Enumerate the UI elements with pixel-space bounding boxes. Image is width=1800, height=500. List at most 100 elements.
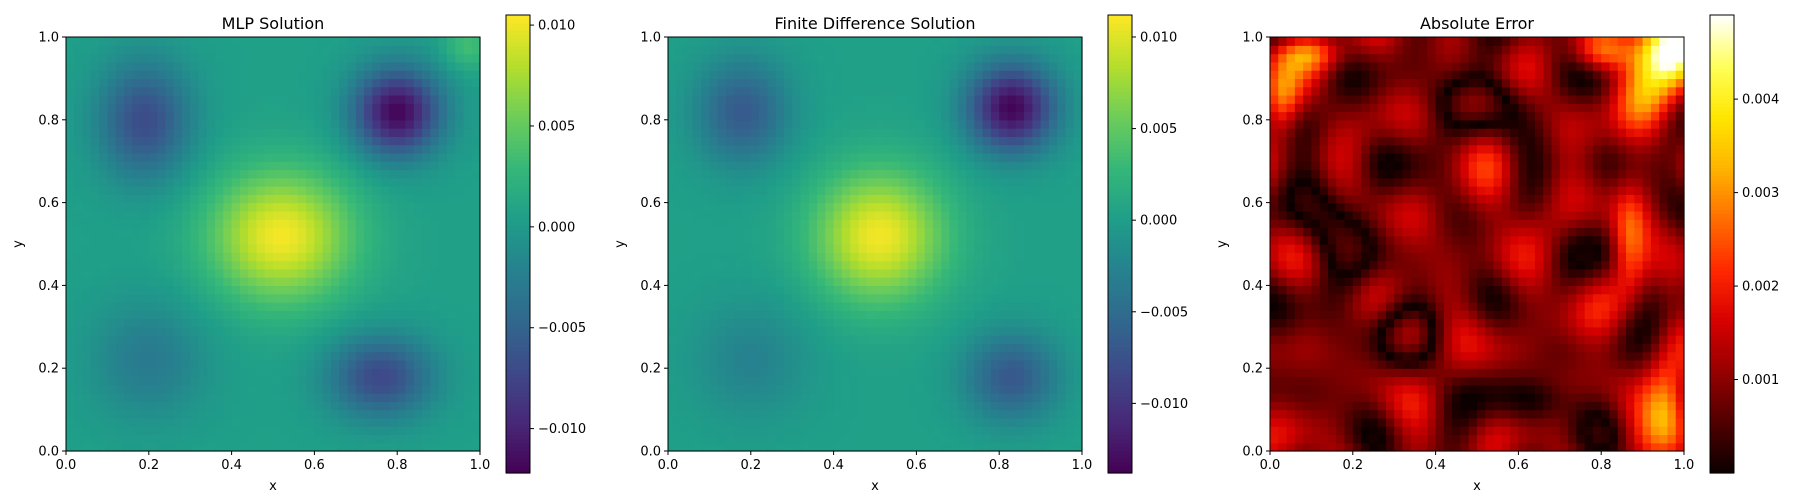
heatmap-cell xyxy=(157,103,166,113)
heatmap-cell xyxy=(397,186,407,195)
heatmap-cell xyxy=(1040,310,1050,320)
heatmap-cell xyxy=(800,293,810,303)
heatmap-cell xyxy=(223,152,233,162)
heatmap-cell xyxy=(841,144,851,154)
heatmap-cell xyxy=(90,426,100,436)
heatmap-cell xyxy=(701,376,710,386)
heatmap-cell xyxy=(1057,277,1067,286)
heatmap-cell xyxy=(231,268,241,278)
heatmap-cell xyxy=(717,86,727,96)
heatmap-cell xyxy=(330,376,340,386)
heatmap-cell xyxy=(347,78,357,88)
heatmap-cell xyxy=(1057,169,1067,179)
heatmap-cell xyxy=(783,210,793,220)
heatmap-cell xyxy=(709,343,719,353)
heatmap-cell xyxy=(932,177,942,187)
heatmap-cell xyxy=(297,401,307,411)
heatmap-cell xyxy=(413,37,423,46)
heatmap-cell xyxy=(1024,128,1033,137)
heatmap-cell xyxy=(676,194,686,204)
heatmap-cell xyxy=(1073,119,1083,129)
heatmap-cell xyxy=(668,285,677,295)
heatmap-cell xyxy=(850,335,860,344)
heatmap-cell xyxy=(355,268,365,278)
heatmap-cell xyxy=(289,268,299,278)
heatmap-cell xyxy=(297,326,307,336)
heatmap-cell xyxy=(808,368,818,378)
heatmap-cell xyxy=(792,260,802,270)
heatmap-cell xyxy=(990,359,1000,369)
heatmap-cell xyxy=(684,277,694,286)
heatmap-cell xyxy=(132,401,142,411)
heatmap-cell xyxy=(123,202,133,212)
heatmap-cell xyxy=(314,144,324,154)
heatmap-cell xyxy=(891,368,901,378)
heatmap-cell xyxy=(957,194,967,204)
heatmap-cell xyxy=(74,177,84,187)
heatmap-cell xyxy=(957,343,967,353)
heatmap-cell xyxy=(115,94,125,104)
heatmap-cell xyxy=(858,161,868,171)
heatmap-cell xyxy=(289,37,299,46)
colorbar-segment xyxy=(506,217,530,222)
heatmap-cell xyxy=(322,301,332,311)
heatmap-cell xyxy=(759,293,768,303)
heatmap-cell xyxy=(1015,277,1025,286)
heatmap-cell xyxy=(833,144,843,154)
heatmap-cell xyxy=(198,409,208,419)
heatmap-cell xyxy=(1040,235,1050,245)
heatmap-cell xyxy=(157,202,166,212)
heatmap-cell xyxy=(463,103,473,113)
heatmap-cell xyxy=(190,426,200,436)
heatmap-cell xyxy=(215,368,224,378)
heatmap-cell xyxy=(264,351,274,361)
heatmap-cell xyxy=(709,401,719,411)
colorbar-segment xyxy=(506,56,530,62)
heatmap-cell xyxy=(750,318,760,328)
heatmap-cell xyxy=(891,94,901,104)
heatmap-cell xyxy=(750,111,760,121)
heatmap-cell xyxy=(767,442,777,452)
heatmap-cell xyxy=(430,53,440,63)
heatmap-cell xyxy=(314,376,324,386)
heatmap-cell xyxy=(999,426,1009,436)
heatmap-cell xyxy=(709,202,719,212)
heatmap-cell xyxy=(82,119,92,129)
heatmap-cell xyxy=(1057,227,1067,237)
heatmap-cell xyxy=(742,351,752,361)
heatmap-cell xyxy=(173,53,183,63)
heatmap-cell xyxy=(742,252,752,262)
heatmap-cell xyxy=(140,103,150,113)
heatmap-cell xyxy=(825,426,835,436)
heatmap-cell xyxy=(322,310,332,320)
heatmap-cell xyxy=(1032,293,1042,303)
heatmap-cell xyxy=(181,384,191,394)
heatmap-cell xyxy=(264,376,274,386)
heatmap-cell xyxy=(924,219,934,229)
heatmap-cell xyxy=(883,169,893,179)
heatmap-cell xyxy=(1032,409,1042,419)
heatmap-cell xyxy=(198,128,208,137)
heatmap-cell xyxy=(322,401,332,411)
heatmap-cell xyxy=(1040,318,1050,328)
heatmap-cell xyxy=(82,434,92,444)
heatmap-cell xyxy=(1040,152,1050,162)
colorbar-segment xyxy=(506,26,530,31)
heatmap-cell xyxy=(157,94,166,104)
heatmap-cell xyxy=(792,169,802,179)
heatmap-cell xyxy=(471,285,481,295)
heatmap-cell xyxy=(957,144,967,154)
heatmap-cell xyxy=(132,252,142,262)
heatmap-cell xyxy=(264,103,274,113)
heatmap-cell xyxy=(82,37,92,46)
heatmap-cell xyxy=(413,310,423,320)
heatmap-cell xyxy=(684,144,694,154)
heatmap-cell xyxy=(783,144,793,154)
heatmap-cell xyxy=(676,260,686,270)
heatmap-cell xyxy=(1024,326,1033,336)
heatmap-cell xyxy=(297,335,307,344)
heatmap-cell xyxy=(115,219,125,229)
heatmap-cell xyxy=(463,152,473,162)
heatmap-cell xyxy=(248,70,258,79)
heatmap-cell xyxy=(123,244,133,253)
